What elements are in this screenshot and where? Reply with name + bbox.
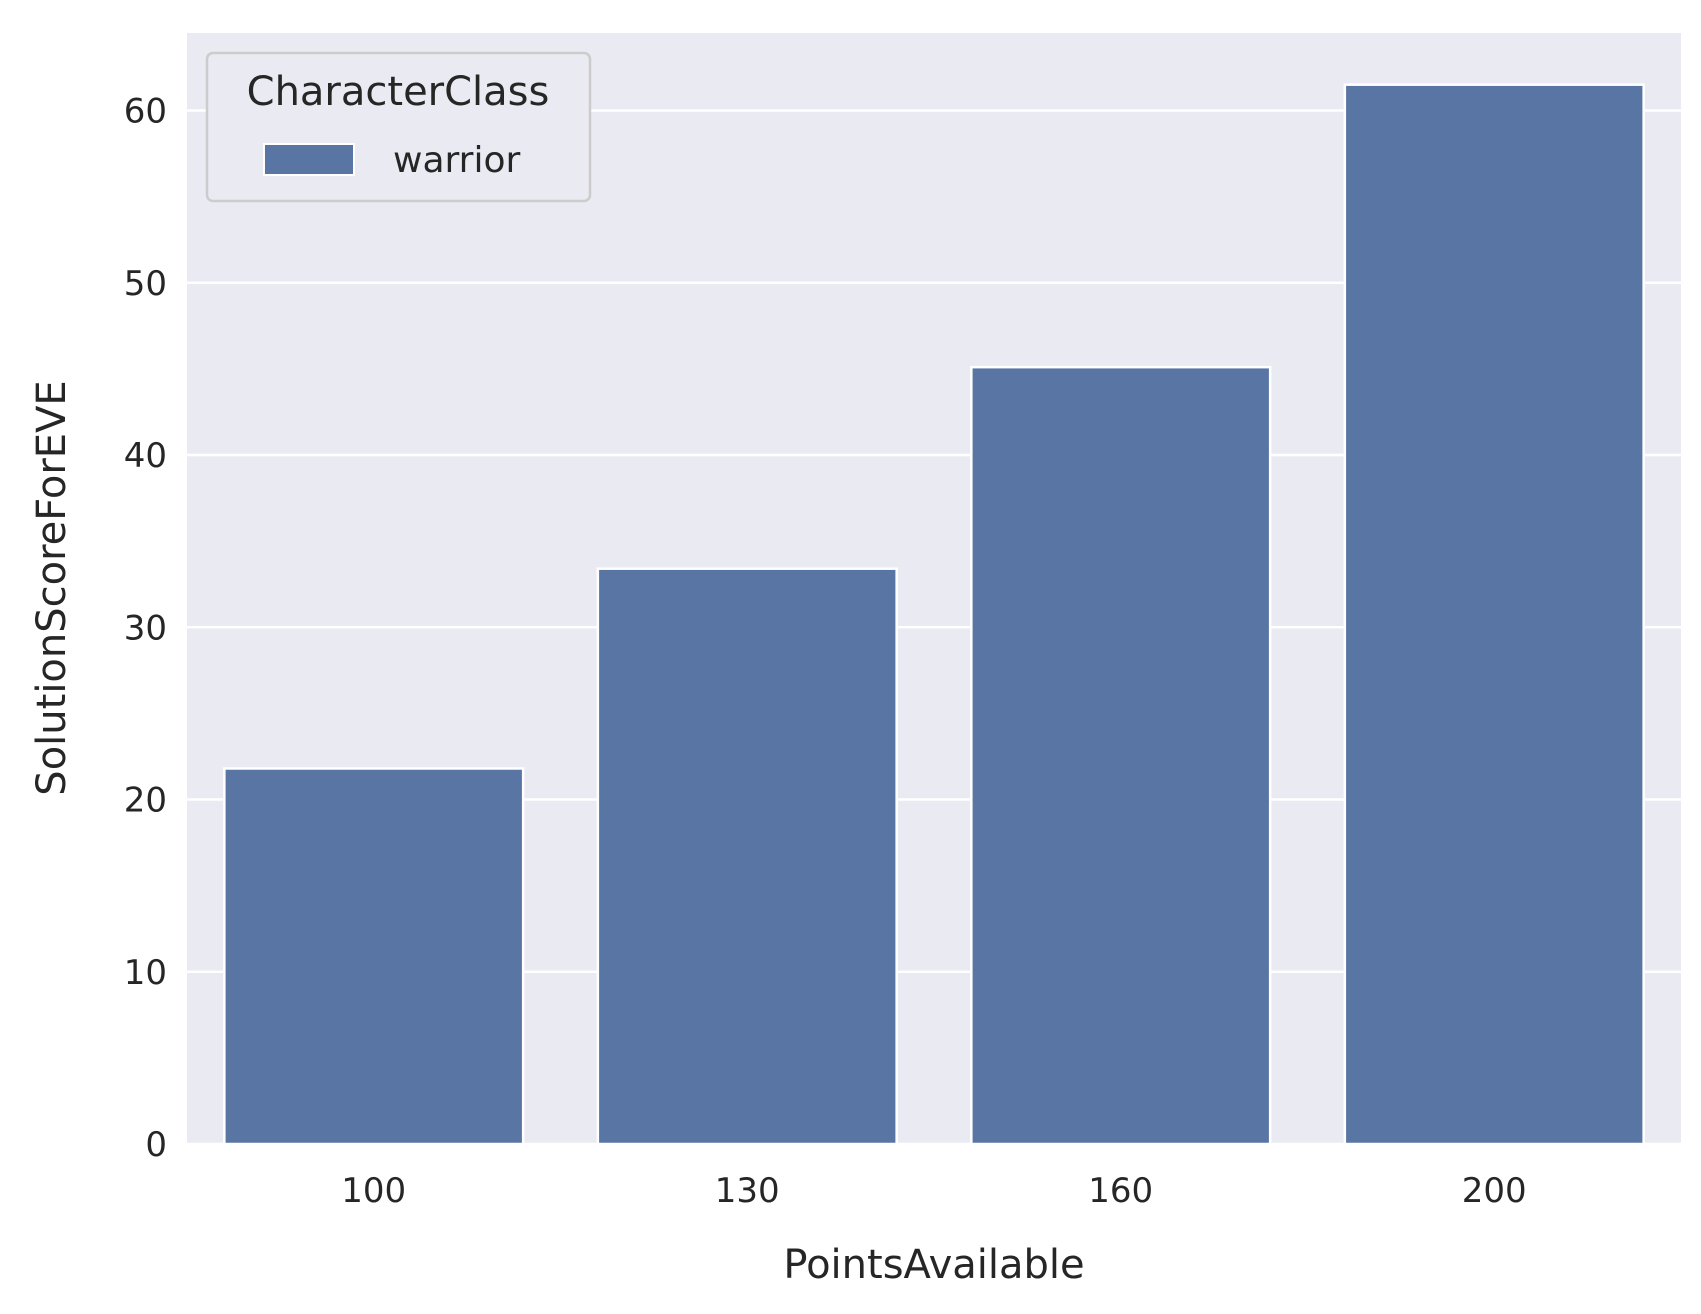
y-tick-label: 50 — [124, 264, 167, 304]
legend: CharacterClass warrior — [205, 51, 592, 203]
bar-160 — [970, 365, 1272, 1146]
y-axis-ticks: 0 10 20 30 40 50 60 — [124, 92, 167, 1165]
y-axis-title: SolutionScoreForEVE — [29, 380, 75, 795]
legend-swatch-warrior — [263, 143, 355, 176]
y-tick-label: 40 — [124, 436, 167, 476]
y-tick-label: 0 — [145, 1125, 167, 1165]
y-tick-label: 10 — [124, 953, 167, 993]
y-tick-label: 20 — [124, 781, 167, 821]
bars — [223, 83, 1645, 1146]
y-tick-label: 60 — [124, 92, 167, 132]
bar-200 — [1343, 83, 1645, 1146]
x-tick-label-130: 130 — [715, 1171, 780, 1211]
legend-label-warrior: warrior — [393, 140, 521, 181]
x-tick-label-160: 160 — [1088, 1171, 1153, 1211]
legend-title: CharacterClass — [247, 69, 550, 115]
x-tick-label-100: 100 — [341, 1171, 406, 1211]
y-tick-label: 30 — [124, 608, 167, 648]
x-axis-title: PointsAvailable — [783, 1242, 1084, 1288]
bar-100 — [223, 767, 525, 1146]
x-tick-label-200: 200 — [1462, 1171, 1527, 1211]
x-axis-ticks: 100 130 160 200 — [341, 1171, 1526, 1211]
bar-130 — [596, 567, 898, 1146]
